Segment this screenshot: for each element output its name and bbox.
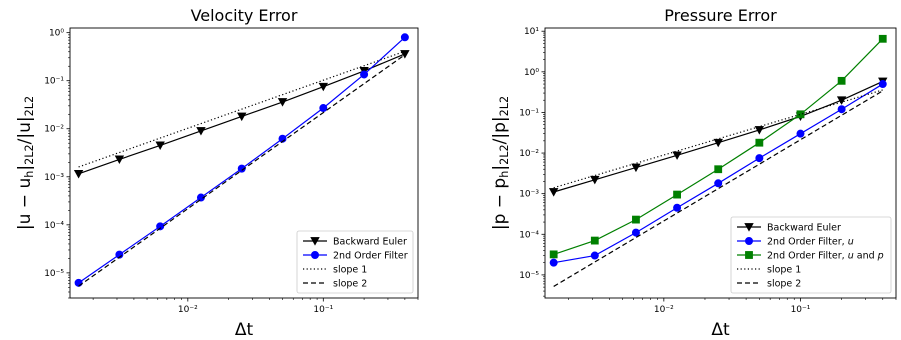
legend-box bbox=[730, 216, 892, 294]
chart-1: Velocity Error 10⁻² 10⁻¹ 10⁻⁵ 10⁻⁴ 10⁻³ 10⁻² 10… bbox=[15, 6, 419, 340]
legend-label: slope 1 bbox=[333, 264, 367, 275]
legend-box bbox=[296, 230, 414, 294]
legend-marker bbox=[745, 236, 754, 245]
data-point bbox=[74, 278, 83, 287]
data-point bbox=[360, 70, 369, 79]
legend-marker bbox=[310, 250, 319, 259]
x-axis-label: Δt bbox=[711, 320, 730, 340]
data-point bbox=[237, 164, 246, 173]
legend-marker bbox=[744, 223, 754, 232]
y-tick-label: 10⁻⁵ bbox=[44, 269, 64, 279]
legend-marker bbox=[745, 251, 753, 259]
data-point bbox=[796, 110, 805, 119]
chart-2: Pressure Error 10⁻² 10⁻¹ 10⁻⁵ 10⁻⁴ 10⁻³ 10⁻² 10… bbox=[490, 6, 897, 340]
series-line-backward-euler bbox=[553, 80, 884, 193]
plot-frame bbox=[544, 27, 897, 299]
data-point bbox=[319, 104, 328, 113]
chart-title: Velocity Error bbox=[191, 6, 298, 25]
y-axis-label: |u − uh|2L2/|u|2L2 bbox=[15, 96, 36, 230]
legend-label: Backward Euler bbox=[767, 222, 841, 233]
data-point bbox=[631, 228, 640, 237]
y-tick-label: 10⁻² bbox=[519, 149, 539, 159]
legend: Backward Euler 2nd Order Filter slope 1 slo… bbox=[296, 230, 414, 294]
y-tick-label: 10¹ bbox=[524, 27, 539, 37]
legend-label: slope 2 bbox=[333, 278, 367, 289]
data-point bbox=[796, 129, 805, 138]
data-point bbox=[549, 258, 558, 267]
y-tick-label: 10⁰ bbox=[49, 29, 64, 39]
y-tick-label: 10⁻⁴ bbox=[519, 230, 539, 240]
y-tick-label: 10⁻³ bbox=[44, 173, 64, 183]
data-point bbox=[672, 151, 682, 160]
data-point bbox=[714, 179, 723, 188]
x-tick-label: 10⁻¹ bbox=[313, 305, 333, 315]
data-point bbox=[837, 76, 846, 85]
x-axis-label: Δt bbox=[235, 320, 254, 340]
x-tick-label: 10⁻¹ bbox=[791, 305, 811, 315]
legend-label: slope 2 bbox=[767, 278, 801, 289]
y-tick-label: 10⁻³ bbox=[519, 190, 539, 200]
series-line-slope-2 bbox=[78, 54, 406, 287]
data-point bbox=[318, 82, 329, 92]
y-tick-label: 10⁻¹ bbox=[44, 77, 64, 87]
data-point bbox=[277, 98, 288, 107]
data-point bbox=[155, 141, 165, 151]
data-point bbox=[548, 188, 559, 197]
data-point bbox=[632, 215, 640, 224]
series-layer bbox=[73, 33, 410, 287]
data-point bbox=[754, 126, 765, 135]
y-axis-label: |p − ph|2L2/|p|2L2 bbox=[490, 96, 511, 230]
y-tick-label: 10⁰ bbox=[524, 68, 539, 78]
legend-label: 2nd Order Filter, u bbox=[767, 236, 854, 247]
data-point bbox=[590, 175, 600, 185]
data-point bbox=[673, 203, 682, 212]
series-line-slope-1 bbox=[78, 50, 406, 168]
data-point bbox=[196, 127, 206, 136]
data-point bbox=[836, 96, 847, 105]
data-point bbox=[673, 190, 681, 199]
data-point bbox=[755, 138, 764, 147]
data-point bbox=[755, 154, 764, 163]
data-point bbox=[590, 251, 599, 260]
x-tick-label: 10⁻² bbox=[654, 305, 674, 315]
legend-label: 2nd Order Filter, u and p bbox=[767, 250, 884, 261]
y-tick-label: 10⁻⁴ bbox=[44, 221, 64, 231]
data-point bbox=[713, 138, 723, 148]
chart-title: Pressure Error bbox=[664, 6, 777, 25]
legend-label: slope 1 bbox=[767, 264, 801, 275]
data-point bbox=[878, 34, 887, 43]
data-point bbox=[590, 236, 599, 245]
x-tick-label: 10⁻² bbox=[178, 305, 198, 315]
data-point bbox=[73, 170, 84, 179]
legend-label: 2nd Order Filter bbox=[333, 250, 408, 261]
data-point bbox=[714, 165, 723, 174]
y-tick-label: 10⁻⁵ bbox=[519, 271, 539, 281]
data-point bbox=[114, 155, 125, 165]
data-point bbox=[549, 250, 558, 259]
legend-marker bbox=[310, 237, 320, 246]
legend: Backward Euler 2nd Order Filter, u 2nd Ord… bbox=[730, 216, 892, 294]
data-point bbox=[837, 105, 846, 114]
data-point bbox=[631, 163, 641, 173]
legend-label: Backward Euler bbox=[333, 236, 407, 247]
y-tick-label: 10⁻¹ bbox=[519, 108, 539, 118]
data-point bbox=[878, 80, 887, 89]
data-point bbox=[237, 112, 247, 122]
data-point bbox=[400, 50, 410, 59]
series-layer bbox=[548, 34, 888, 287]
data-point bbox=[400, 33, 409, 42]
plot-frame bbox=[69, 27, 419, 299]
y-tick-label: 10⁻² bbox=[44, 125, 64, 135]
